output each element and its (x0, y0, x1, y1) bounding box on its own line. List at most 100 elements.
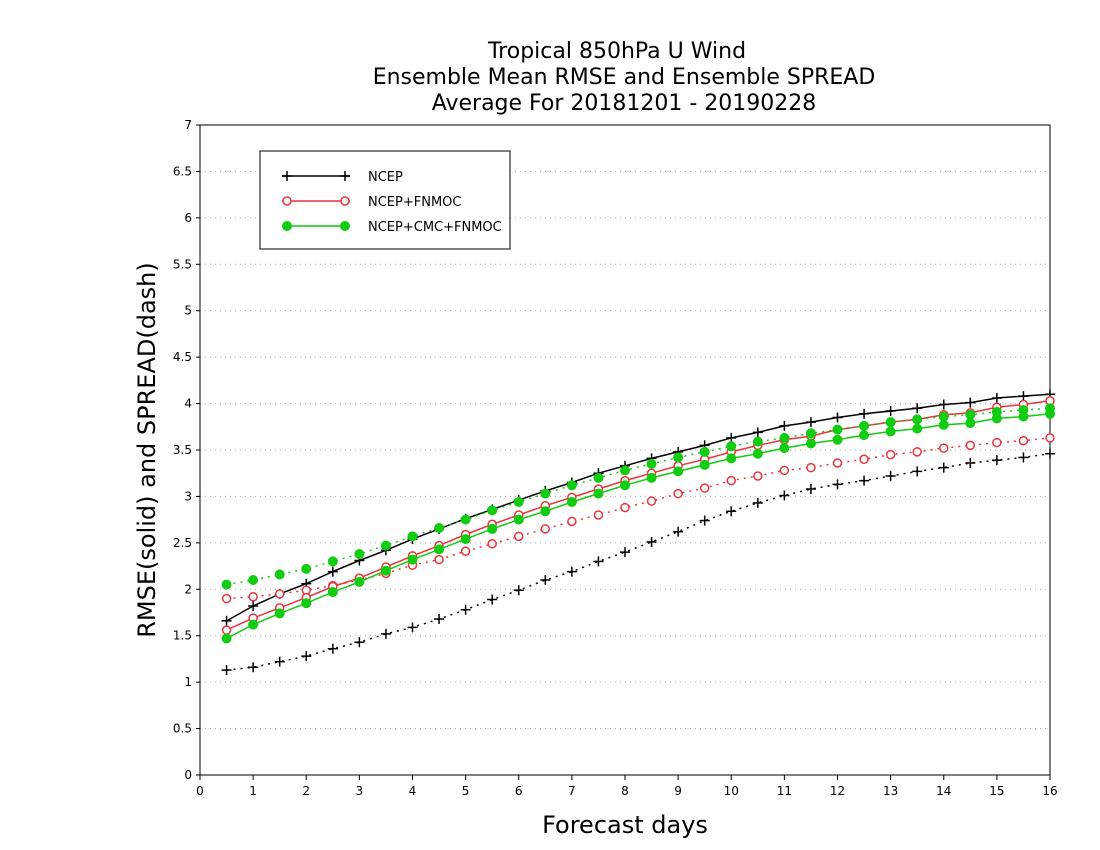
series-ncep-rmse-point (832, 412, 843, 423)
series-ncep-spread-point (779, 490, 790, 501)
x-tick-label: 4 (409, 784, 417, 798)
series-ncep-rmse-point (965, 397, 976, 408)
series-ncep-spread-point (301, 651, 312, 662)
series-ncep-spread-point (566, 566, 577, 577)
series-ncep-cmc-fnmoc-rmse-point (566, 497, 577, 507)
series-ncep-cmc-fnmoc-rmse-point (460, 534, 471, 545)
series-ncep-cmc-fnmoc-spread-point (460, 514, 471, 525)
series-ncep-fnmoc-spread-point (540, 524, 551, 534)
series-ncep-spread-point (487, 594, 498, 605)
series-ncep-spread-point (1045, 448, 1055, 459)
series-ncep-rmse-point (912, 403, 923, 414)
series-ncep-rmse-point (1018, 391, 1029, 402)
series-ncep-cmc-fnmoc-rmse-point (434, 544, 445, 555)
series-ncep-cmc-fnmoc-spread-point (380, 540, 391, 551)
series-ncep-fnmoc-spread-point (965, 440, 976, 451)
series-ncep-rmse-line (226, 393, 1051, 622)
series-ncep-spread-point (327, 643, 338, 654)
series-ncep-cmc-fnmoc-spread-point (274, 569, 285, 580)
series-ncep-cmc-fnmoc-spread-point (912, 414, 923, 425)
series-ncep-cmc-fnmoc-spread-point (434, 523, 445, 533)
series-ncep-rmse-point (327, 566, 338, 577)
x-tick-label: 7 (568, 784, 576, 798)
axis-ticks: 00.511.522.533.544.555.566.570 1 2 3 4 5 6 7 8 9 1… (173, 118, 1058, 798)
series-ncep-cmc-fnmoc-rmse-point (513, 514, 524, 525)
series-ncep-fnmoc-spread-point (806, 462, 816, 473)
series-ncep-rmse-point (938, 399, 949, 410)
series-ncep-cmc-fnmoc-rmse-point (221, 633, 232, 644)
y-axis-title: RMSE(solid) and SPREAD(dash) (133, 262, 161, 638)
x-tick-label: 15 (989, 784, 1004, 798)
series-ncep-cmc-fnmoc-rmse-point (1045, 408, 1055, 419)
series-ncep-spread-point (274, 656, 285, 667)
series-ncep-cmc-fnmoc-spread-point (354, 549, 365, 559)
series-ncep-cmc-fnmoc-spread-point (752, 436, 763, 447)
series-ncep-spread-point (513, 585, 524, 596)
series-ncep-spread-point (434, 614, 445, 624)
series-ncep-cmc-fnmoc-rmse-point (274, 608, 285, 619)
series-ncep-rmse-point (248, 601, 259, 611)
series-ncep-markers (221, 389, 1055, 676)
series-ncep-rmse-point (805, 417, 816, 428)
x-tick-label: 1 (249, 784, 257, 798)
x-tick-label: 9 (674, 784, 682, 798)
series-ncep-fnmoc-spread-point (726, 475, 736, 486)
series-ncep-cmc-fnmoc-markers (221, 403, 1055, 644)
x-tick-label: 13 (883, 784, 898, 798)
series-ncep-fnmoc-spread-point (434, 554, 444, 565)
y-tick-label: 3 (184, 489, 192, 503)
series-ncep-cmc-fnmoc-rmse-point (699, 459, 710, 470)
legend: NCEP NCEP+FNMOC NCEP+CMC+FNMOC (259, 150, 511, 250)
series-ncep-cmc-fnmoc-rmse-point (752, 448, 763, 459)
series-ncep-fnmoc-spread-point (567, 516, 577, 527)
series-ncep-cmc-fnmoc-rmse-point (1018, 411, 1029, 422)
x-tick-label: 10 (724, 784, 739, 798)
series-ncep-spread-point (248, 662, 259, 673)
series-ncep-cmc-fnmoc-spread-point (327, 556, 338, 567)
series-ncep-cmc-fnmoc-spread-point (513, 497, 524, 507)
series-ncep-spread-point (991, 455, 1002, 466)
chart-title-line-2: Ensemble Mean RMSE and Ensemble SPREAD (373, 65, 876, 90)
series-ncep-spread-point (407, 622, 418, 633)
series-ncep-cmc-fnmoc-rmse-point (407, 554, 418, 565)
series-ncep-cmc-fnmoc-rmse-point (938, 419, 949, 430)
series-ncep-rmse-point (726, 432, 737, 443)
series-ncep-cmc-fnmoc-rmse-point (487, 523, 498, 534)
series-ncep-cmc-fnmoc-spread-point (673, 452, 684, 463)
y-tick-label: 0 (184, 768, 192, 782)
y-tick-label: 2.5 (173, 536, 192, 550)
series-ncep-spread-point (540, 575, 551, 585)
legend-box (259, 150, 511, 250)
series-ncep-fnmoc-spread-point (885, 449, 896, 460)
series-ncep-rmse-point (991, 393, 1002, 403)
legend-ncep-label: NCEP (368, 170, 403, 185)
series-ncep-fnmoc-spread-point (939, 443, 949, 453)
legend-ncep-marker (340, 171, 350, 181)
series-ncep-cmc-fnmoc-rmse-line (226, 413, 1051, 640)
series-ncep-cmc-fnmoc-rmse-point (593, 488, 604, 499)
series-ncep-cmc-fnmoc-rmse-point (673, 466, 684, 477)
x-tick-label: 6 (515, 784, 523, 798)
series-ncep-spread-point (832, 479, 843, 490)
series-ncep-fnmoc-markers (221, 396, 1055, 635)
series-ncep-fnmoc-spread-point (779, 465, 790, 476)
series-ncep-spread-point (354, 637, 365, 648)
series-ncep-fnmoc-spread-point (221, 593, 232, 604)
y-tick-label: 6.5 (173, 164, 192, 178)
series-ncep-cmc-fnmoc-spread-point (620, 465, 630, 476)
series-ncep-cmc-fnmoc-spread-point (965, 409, 976, 420)
series-ncep-fnmoc-rmse-line (226, 400, 1051, 631)
series-ncep-spread-point (593, 556, 604, 567)
series-ncep-spread-point (620, 547, 630, 558)
series-ncep-fnmoc-spread-point (248, 591, 258, 602)
chart-title-line-1: Tropical 850hPa U Wind (487, 39, 746, 64)
series-ncep-fnmoc-spread-point (460, 546, 471, 556)
y-tick-label: 4.5 (173, 350, 192, 364)
series-ncep-cmc-fnmoc-rmse-point (540, 506, 551, 517)
x-tick-label: 5 (462, 784, 470, 798)
series-ncep-cmc-fnmoc-rmse-point (620, 480, 630, 491)
y-tick-label: 2 (184, 582, 192, 596)
x-axis-title: Forecast days (542, 811, 708, 839)
series-ncep-cmc-fnmoc-spread-point (248, 575, 259, 585)
